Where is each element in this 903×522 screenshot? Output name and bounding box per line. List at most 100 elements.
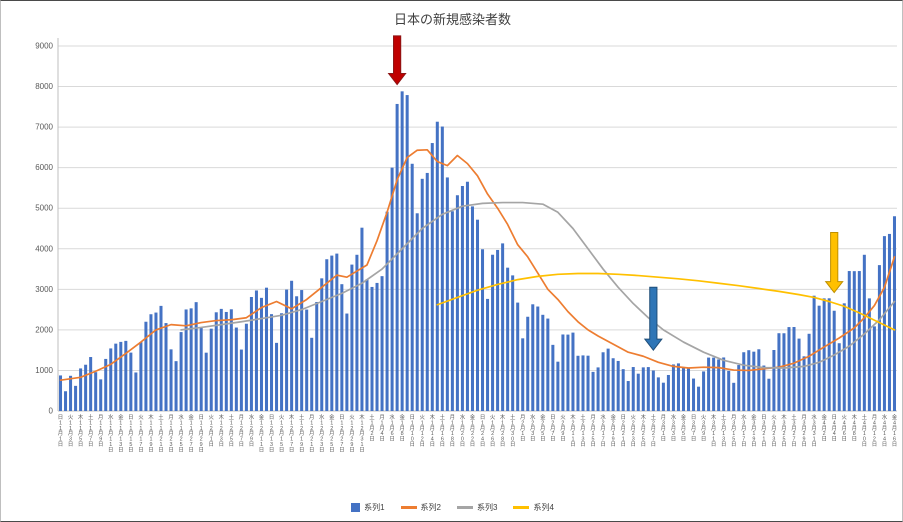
bar [204,352,208,411]
bar [551,344,555,411]
bar [681,367,685,411]
legend-swatch-series2 [400,506,417,509]
bar [521,338,525,411]
bar [470,206,474,411]
bar [546,318,550,411]
y-tick-label: 4000 [35,244,53,253]
bar [129,352,133,411]
bar [847,271,851,411]
bar [69,375,73,411]
line-series3 [180,201,896,369]
bar [104,358,108,411]
bar [762,365,766,411]
bar [556,361,560,411]
bar [355,254,359,411]
bar [79,368,83,411]
yellow-arrow [824,232,844,294]
bar [119,341,123,411]
bar [94,372,98,411]
bar [666,374,670,411]
bar [882,236,886,411]
bar [631,367,635,411]
bar [787,327,791,411]
bar [330,255,334,411]
bar [59,375,63,411]
bar [737,365,741,411]
bar [576,355,580,411]
legend-swatch-series3 [457,506,473,509]
bar [134,372,138,411]
bar [526,316,530,411]
bar [465,181,469,411]
bar [259,297,263,411]
bar [646,367,650,411]
bar [89,357,93,411]
bar [656,377,660,411]
bar [169,349,173,411]
bar [360,227,364,411]
bar [300,290,304,411]
line-series4 [436,272,896,331]
bar [290,280,294,411]
legend-item-series4: 系列4 [513,502,554,513]
bar [531,304,535,411]
bar [340,284,344,411]
chart-title: 日本の新規感染者数 [393,12,511,27]
bar [676,363,680,411]
bar [752,351,756,411]
bar [254,290,258,411]
legend-label-series2: 系列2 [420,503,441,512]
bar [641,367,645,411]
bar [867,298,871,411]
y-axis-tick-labels: 0 1000 2000 3000 4000 5000 6000 7000 8000 9000 [35,42,53,416]
bar [591,371,595,411]
legend-item-series2: 系列2 [400,502,441,513]
bar [84,364,88,411]
bar [380,276,384,411]
bar [606,348,610,411]
bar [239,349,243,411]
bar [732,382,736,411]
bar [264,287,269,411]
bar [636,373,640,411]
legend-label-series3: 系列3 [477,503,498,512]
legend-item-series1: 系列1 [351,502,385,513]
bar [189,308,193,411]
bar [390,167,394,411]
bar [179,332,183,411]
bar [425,172,429,411]
